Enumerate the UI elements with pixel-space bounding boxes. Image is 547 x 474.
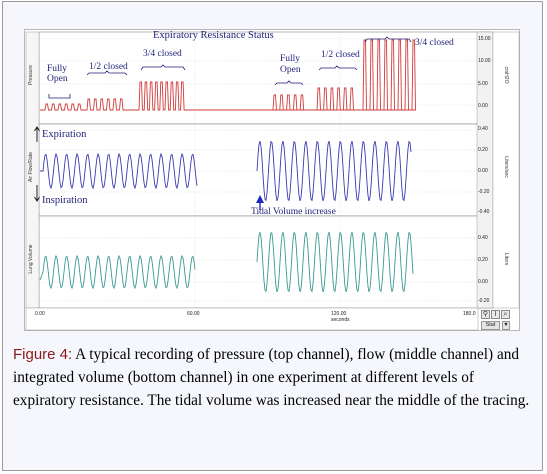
trace-canvas xyxy=(25,31,520,331)
time-tick: 0.00 xyxy=(35,311,45,317)
volume-trace xyxy=(39,231,414,293)
right-three-quarter-label: 3/4 closed xyxy=(415,38,454,48)
right-fully-open-line1: Fully xyxy=(280,54,301,64)
pressure-tick: 15.00 xyxy=(478,36,491,42)
recording-window: Pressure Air Flow/Rate Lung Volume cmH2O… xyxy=(24,29,520,331)
volume-channel-label: Lung Volume xyxy=(28,244,34,274)
stat-button[interactable]: Stat xyxy=(481,321,500,330)
left-half-closed-label: 1/2 closed xyxy=(89,62,128,72)
brace-left-half-closed xyxy=(86,70,128,76)
volume-tick: 0.00 xyxy=(478,279,488,285)
flow-trace xyxy=(40,140,412,202)
resistance-status-title: Expiratory Resistance Status xyxy=(153,30,274,41)
time-tick: 180.0 xyxy=(463,311,476,317)
left-three-quarter-label: 3/4 closed xyxy=(143,49,182,59)
caption-text: A typical recording of pressure (top cha… xyxy=(13,346,530,409)
tidal-volume-label: Tidal Volume increase xyxy=(251,207,336,217)
gridlines xyxy=(39,32,477,308)
flow-tick: 0.00 xyxy=(478,168,488,174)
annotation-braces xyxy=(48,36,412,99)
pressure-trace xyxy=(40,39,416,111)
pressure-tick: 5.00 xyxy=(478,81,488,87)
flow-tick: 0.40 xyxy=(478,126,488,132)
volume-unit-label: Liters xyxy=(503,252,509,266)
stat-dropdown-icon[interactable]: ▼ xyxy=(502,321,510,330)
figure-caption: Figure 4: A typical recording of pressur… xyxy=(13,343,535,412)
time-tick: 120.00 xyxy=(331,311,347,317)
time-tick: 60.00 xyxy=(187,311,200,317)
tidal-volume-arrow xyxy=(256,195,264,210)
pressure-channel-label: Pressure xyxy=(28,65,34,86)
cursor-tool-icon[interactable]: I xyxy=(491,310,500,319)
unit-column xyxy=(492,31,520,309)
brace-right-three-quarter xyxy=(364,36,412,43)
flow-direction-markers xyxy=(34,126,40,202)
expiration-label: Expiration xyxy=(42,129,87,140)
flow-tick: 0.20 xyxy=(478,147,488,153)
brace-left-fully-open xyxy=(48,94,71,99)
time-axis-area xyxy=(25,307,479,331)
volume-tick: 0.20 xyxy=(478,257,488,263)
pressure-tick: 0.00 xyxy=(478,103,488,109)
brace-right-fully-open xyxy=(274,80,304,86)
flow-unit-label: Liters/sec xyxy=(503,156,509,178)
inspiration-label: Inspiration xyxy=(42,195,88,206)
brace-left-three-quarter xyxy=(140,64,186,71)
flow-tick: -0.40 xyxy=(478,209,490,215)
zoom-tool-icon[interactable]: ⌕ xyxy=(501,310,510,319)
flow-tick: -0.20 xyxy=(478,189,490,195)
left-fully-open-line1: Fully xyxy=(47,64,68,74)
left-fully-open-line2: Open xyxy=(47,74,68,84)
flow-panel xyxy=(38,123,494,217)
time-axis-unit: seconds xyxy=(331,317,350,323)
volume-tick: -0.20 xyxy=(478,298,490,304)
figure-label: Figure 4: xyxy=(13,346,73,363)
pressure-unit-label: cmH2O xyxy=(503,66,509,84)
magnify-tool-icon[interactable]: ⚲ xyxy=(481,310,490,319)
pressure-tick: 10.00 xyxy=(478,58,491,64)
volume-panel xyxy=(38,215,494,309)
flow-channel-label: Air Flow/Rate xyxy=(28,152,34,183)
brace-right-half-closed xyxy=(318,65,358,71)
right-fully-open-line2: Open xyxy=(280,65,301,75)
volume-tick: 0.40 xyxy=(478,235,488,241)
pressure-panel xyxy=(38,31,494,125)
right-half-closed-label: 1/2 closed xyxy=(321,50,360,60)
